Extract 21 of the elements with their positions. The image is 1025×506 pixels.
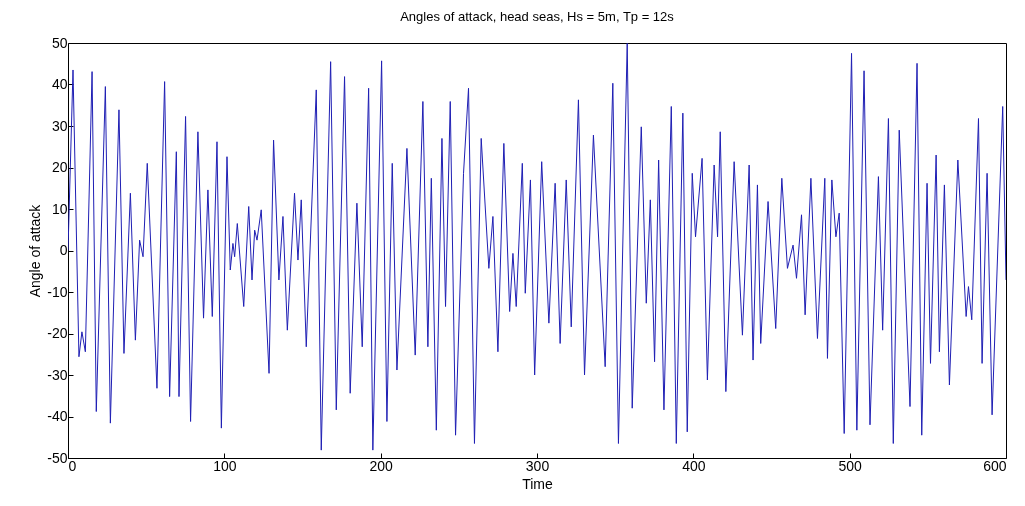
line-series [68,43,1006,451]
y-tick-label: -20 [47,325,68,341]
y-tick-label: 20 [51,159,68,175]
y-tick-label: 0 [59,242,68,258]
x-tick-label: 100 [213,457,237,474]
y-tick-label: -30 [47,366,68,383]
y-tick-label: -50 [47,449,68,466]
y-axis-title: Angle of attack [27,203,44,298]
x-tick-label: 600 [983,457,1007,474]
x-axis-title: Time [522,475,554,492]
y-tick-label: -10 [47,283,68,300]
y-tick-label: 50 [51,34,68,51]
y-tick-label: -40 [47,408,68,424]
chart-title: Angles of attack, head seas, Hs = 5m, Tp = 12s [400,9,675,24]
y-tick-label: 30 [51,117,68,134]
x-tick-label: 500 [838,457,863,474]
y-tick-label: 40 [51,76,68,92]
x-tick-label: 400 [682,457,706,474]
y-tick-label: 10 [51,200,68,217]
x-tick-label: 300 [525,457,550,474]
x-tick-label: 200 [369,457,394,474]
